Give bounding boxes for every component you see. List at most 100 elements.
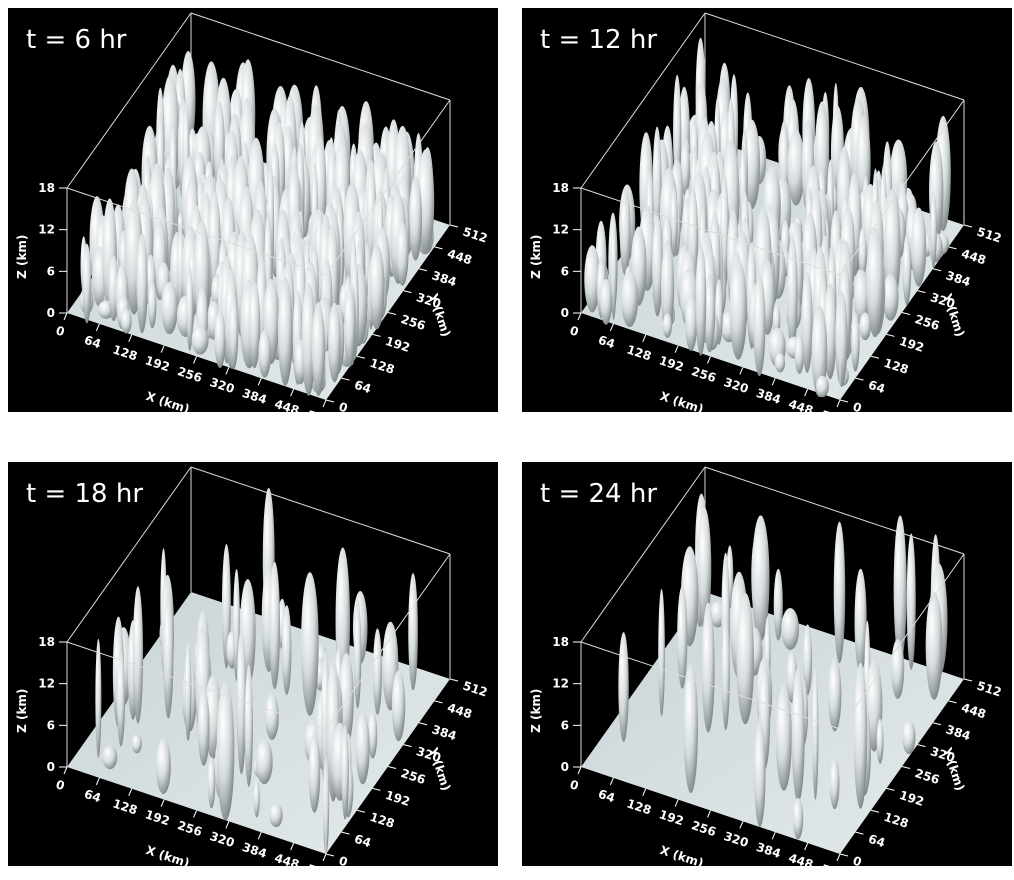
cloud xyxy=(133,586,143,723)
cloud xyxy=(269,803,282,827)
cloud xyxy=(269,562,280,689)
cloud xyxy=(621,271,638,327)
cloud xyxy=(198,689,210,766)
cloud xyxy=(754,722,765,827)
cloud xyxy=(132,734,142,753)
z-tick-label: 18 xyxy=(38,181,55,195)
cloud xyxy=(265,693,279,740)
cloud xyxy=(695,244,706,356)
cloud xyxy=(737,593,755,725)
cloud xyxy=(722,615,730,730)
z-tick-label: 0 xyxy=(47,306,55,320)
cloud xyxy=(354,600,361,708)
z-tick-label: 0 xyxy=(47,760,55,774)
z-tick-label: 18 xyxy=(38,635,55,649)
cloud xyxy=(894,515,907,661)
panel-title: t = 12 hr xyxy=(540,25,657,55)
cloud xyxy=(652,216,663,317)
cloud xyxy=(208,757,215,809)
cloud xyxy=(312,302,325,396)
z-tick-label: 18 xyxy=(552,181,569,195)
cloud xyxy=(775,353,785,372)
cloud xyxy=(930,193,936,268)
cloud xyxy=(907,533,916,670)
cloud xyxy=(730,259,747,360)
z-tick-label: 6 xyxy=(561,264,569,278)
cloud xyxy=(663,313,672,338)
cloud xyxy=(677,586,687,689)
cloud xyxy=(702,603,715,733)
cloud xyxy=(215,311,226,368)
z-axis-label: Z (km) xyxy=(15,235,29,279)
z-tick-label: 12 xyxy=(552,677,569,691)
cloud xyxy=(229,296,238,370)
figure: t = 6 hr06412819225632038444851206412819… xyxy=(0,0,1014,876)
cloud xyxy=(328,303,341,383)
z-tick-label: 0 xyxy=(561,306,569,320)
cloud xyxy=(341,725,349,819)
cloud xyxy=(859,312,871,340)
cloud xyxy=(902,720,915,754)
z-tick-label: 12 xyxy=(552,223,569,237)
panel-title: t = 24 hr xyxy=(540,479,657,509)
cloud xyxy=(776,685,792,791)
cloud xyxy=(344,285,355,367)
cloud xyxy=(812,667,818,800)
cloud xyxy=(409,176,422,260)
cloud xyxy=(192,326,209,355)
z-tick-label: 12 xyxy=(38,223,55,237)
z-axis-label: Z (km) xyxy=(529,235,543,279)
cloud xyxy=(148,281,156,328)
cloud xyxy=(256,739,273,784)
z-axis-label: Z (km) xyxy=(529,689,543,733)
cloud xyxy=(854,663,867,809)
z-tick-label: 12 xyxy=(38,677,55,691)
cloud xyxy=(83,244,92,324)
panel: t = 12 hr0641281922563203844485120641281… xyxy=(522,8,1012,429)
cloud xyxy=(684,664,698,794)
cloud xyxy=(217,681,235,821)
cloud xyxy=(163,591,173,718)
z-axis-label: Z (km) xyxy=(15,689,29,733)
cloud xyxy=(830,758,840,809)
panel: t = 24 hr0641281922563203844485120641281… xyxy=(522,462,1012,876)
cloud xyxy=(600,279,612,325)
cloud xyxy=(793,798,803,840)
panel: t = 6 hr06412819225632038444851206412819… xyxy=(8,8,498,429)
cloud xyxy=(781,608,799,650)
panel-title: t = 6 hr xyxy=(26,25,127,55)
z-tick-label: 6 xyxy=(47,264,55,278)
cloud xyxy=(408,573,418,690)
cloud xyxy=(816,376,829,398)
cloud xyxy=(392,670,405,741)
cloud xyxy=(369,244,384,329)
cloud xyxy=(792,667,805,802)
cloud xyxy=(309,733,321,813)
cloud xyxy=(618,632,628,742)
cloud xyxy=(396,222,408,286)
cloud xyxy=(753,274,765,376)
panel: t = 18 hr0641281922563203844485120641281… xyxy=(8,462,498,876)
cloud xyxy=(121,309,132,333)
panel-title: t = 18 hr xyxy=(26,479,143,509)
cloud xyxy=(926,592,943,700)
cloud xyxy=(254,779,260,818)
cloud xyxy=(185,642,192,741)
cloud xyxy=(802,271,813,373)
cloud xyxy=(834,522,845,664)
cloud xyxy=(137,233,148,333)
z-tick-label: 0 xyxy=(561,760,569,774)
z-tick-label: 6 xyxy=(561,718,569,732)
z-tick-label: 6 xyxy=(47,718,55,732)
cloud xyxy=(911,207,926,286)
cloud xyxy=(903,234,911,305)
cloud xyxy=(877,719,884,764)
cloud xyxy=(356,712,370,784)
cloud xyxy=(620,187,631,275)
cloud xyxy=(258,330,271,378)
cloud xyxy=(156,738,171,794)
cloud xyxy=(828,658,841,731)
cloud xyxy=(373,628,382,714)
cloud xyxy=(851,312,859,371)
cloud xyxy=(301,572,319,716)
